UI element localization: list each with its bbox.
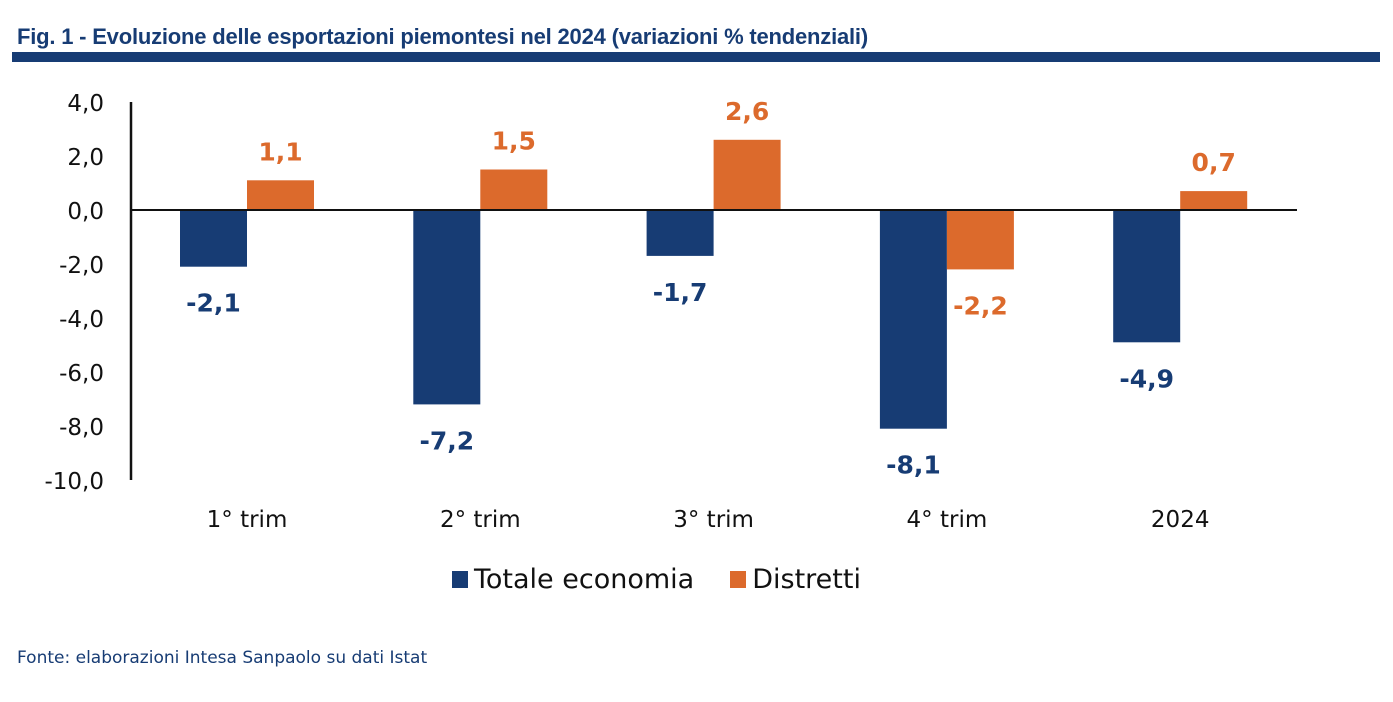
legend-label-totale: Totale economia [474, 564, 695, 595]
bar-distretti [480, 169, 548, 210]
data-label: 1,5 [492, 127, 536, 156]
chart-title: Fig. 1 - Evoluzione delle esportazioni p… [17, 24, 868, 49]
data-label: -7,2 [419, 426, 474, 455]
data-label: -2,2 [953, 291, 1008, 320]
x-tick-label: 3° trim [673, 507, 754, 533]
x-tick-label: 2024 [1151, 507, 1210, 533]
y-tick-label: -4,0 [59, 307, 104, 333]
y-tick-label: -2,0 [59, 253, 104, 279]
bar-totale-economia [879, 210, 947, 429]
source-note: Fonte: elaborazioni Intesa Sanpaolo su d… [17, 648, 428, 668]
data-label: 2,6 [725, 97, 769, 126]
bar-distretti [713, 139, 781, 210]
y-tick-label: -10,0 [44, 469, 104, 495]
data-label: 1,1 [258, 137, 302, 166]
data-label: -8,1 [886, 451, 941, 480]
x-tick-label: 4° trim [907, 507, 988, 533]
bars-layer [180, 139, 1248, 429]
bar-distretti [247, 180, 314, 210]
bar-distretti [1180, 191, 1248, 210]
x-tick-label: 1° trim [207, 507, 288, 533]
bar-distretti [946, 210, 1014, 270]
data-label: -4,9 [1119, 364, 1174, 393]
bar-totale-economia [1113, 210, 1181, 343]
axes-layer [129, 102, 1297, 480]
title-underline [12, 52, 1380, 62]
bar-totale-economia [646, 210, 714, 256]
legend-swatch-distretti [730, 571, 747, 588]
y-tick-label: 4,0 [67, 91, 104, 117]
y-tick-label: -6,0 [59, 361, 104, 387]
y-tick-label: 0,0 [67, 199, 104, 225]
legend-swatch-totale [452, 571, 468, 588]
data-label: -2,1 [186, 289, 241, 318]
bar-totale-economia [180, 210, 247, 267]
bar-totale-economia [413, 210, 481, 405]
y-tick-label: -8,0 [59, 415, 104, 441]
y-tick-label: 2,0 [67, 145, 104, 171]
legend-item-totale: Totale economia [452, 564, 694, 595]
legend: Totale economia Distretti [452, 564, 897, 595]
legend-item-distretti: Distretti [730, 564, 861, 595]
data-label: -1,7 [653, 278, 708, 307]
legend-label-distretti: Distretti [752, 564, 861, 595]
data-label: 0,7 [1192, 148, 1236, 177]
x-tick-label: 2° trim [440, 507, 521, 533]
labels-layer: 4,0 2,0 0,0 -2,0 -4,0 -6,0 -8,0 -10,0 -2,1 1,1 1° … [44, 91, 1235, 533]
